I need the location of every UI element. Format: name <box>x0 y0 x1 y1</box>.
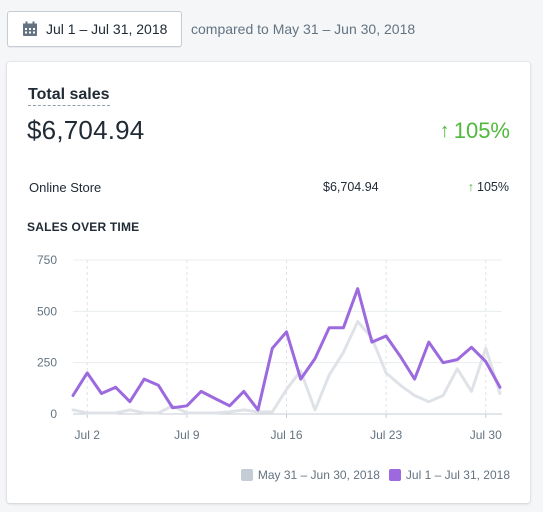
legend-swatch <box>240 469 253 481</box>
chart-legend: May 31 – Jun 30, 2018 Jul 1 – Jul 31, 201… <box>240 467 510 483</box>
total-change-percent: 105% <box>453 118 510 143</box>
y-tick-label: 0 <box>50 407 57 421</box>
previous-period-line <box>71 320 502 415</box>
chart-heading: SALES OVER TIME <box>27 220 140 234</box>
toolbar: Jul 1 – Jul 31, 2018 compared to May 31 … <box>7 11 543 47</box>
y-tick-label: 750 <box>37 253 57 267</box>
channel-row: Online Store $6,704.94 ↑ 105% <box>28 178 511 200</box>
total-sales-value: $6,704.94 <box>27 115 145 145</box>
current-period-line <box>71 287 502 412</box>
legend-swatch <box>388 469 401 481</box>
calendar-icon <box>22 21 38 37</box>
card-title[interactable]: Total sales <box>28 86 110 106</box>
channel-name: Online Store <box>29 180 102 195</box>
date-range-button[interactable]: Jul 1 – Jul 31, 2018 <box>7 11 182 47</box>
arrow-up-icon: ↑ <box>439 119 450 142</box>
sales-over-time-chart: 0 250 500 750 Jul 2 Jul 9 Jul 16 Jul 23 Jul 30 <box>37 253 502 442</box>
channel-change: ↑ 105% <box>468 180 509 194</box>
x-tick-label: Jul 9 <box>174 428 200 442</box>
legend-item-previous: May 31 – Jun 30, 2018 <box>240 468 380 482</box>
x-tick-label: Jul 2 <box>75 428 101 442</box>
legend-label: Jul 1 – Jul 31, 2018 <box>405 468 510 482</box>
x-tick-label: Jul 16 <box>270 428 302 442</box>
legend-item-current: Jul 1 – Jul 31, 2018 <box>388 468 510 482</box>
legend-label: May 31 – Jun 30, 2018 <box>257 468 380 482</box>
total-sales-card: Total sales $6,704.94 ↑ 105% Online Stor… <box>7 62 530 503</box>
y-tick-label: 500 <box>37 304 57 318</box>
x-tick-label: Jul 30 <box>470 428 502 442</box>
y-tick-label: 250 <box>37 356 57 370</box>
channel-value: $6,704.94 <box>323 180 379 194</box>
total-change: ↑ 105% <box>440 118 510 144</box>
x-tick-label: Jul 23 <box>370 428 402 442</box>
comparison-text: compared to May 31 – Jun 30, 2018 <box>191 21 416 37</box>
channel-change-percent: 105% <box>477 180 509 194</box>
arrow-up-icon: ↑ <box>467 180 475 194</box>
date-range-label: Jul 1 – Jul 31, 2018 <box>46 21 168 37</box>
